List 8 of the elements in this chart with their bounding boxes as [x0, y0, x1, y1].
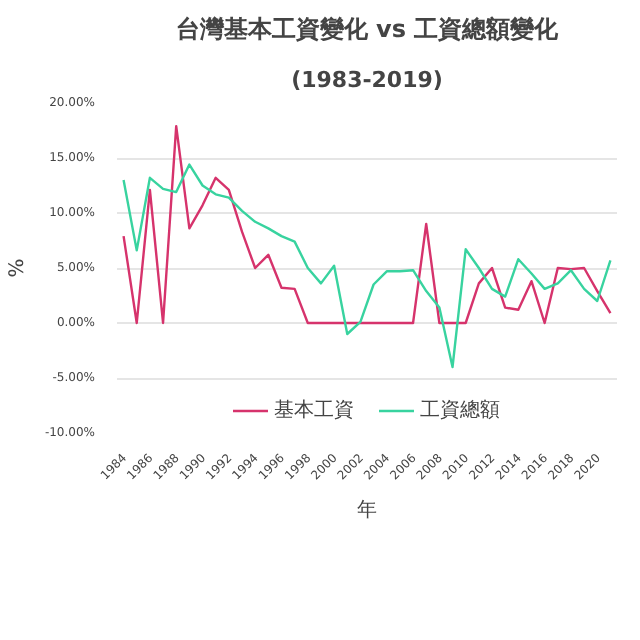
y-axis-title: % — [6, 258, 29, 278]
legend-label: 基本工資 — [274, 397, 354, 424]
line-series — [122, 124, 612, 325]
x-axis-title: 年 — [357, 497, 377, 522]
chart-subtitle: (1983-2019) — [291, 67, 443, 93]
chart-title: 台灣基本工資變化 vs 工資總額變化 — [175, 15, 561, 43]
legend-label: 工資總額 — [420, 397, 500, 424]
line-series — [122, 163, 612, 369]
